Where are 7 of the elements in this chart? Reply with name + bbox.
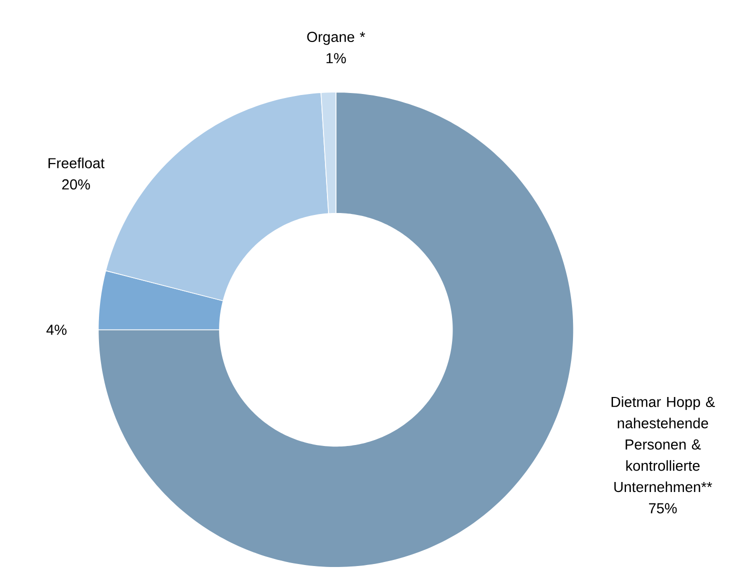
slice-label: Organe * bbox=[307, 32, 366, 45]
data-label: 20% bbox=[62, 179, 90, 190]
data-label: 1% bbox=[326, 52, 346, 64]
slice-label: Freefloat bbox=[48, 158, 104, 168]
data-label: 4% bbox=[46, 324, 67, 335]
data-label: 75% bbox=[649, 503, 677, 514]
slice-label: Dietmar Hopp & nahestehende Personen & kontrollierte Unternehmen** bbox=[612, 396, 715, 492]
